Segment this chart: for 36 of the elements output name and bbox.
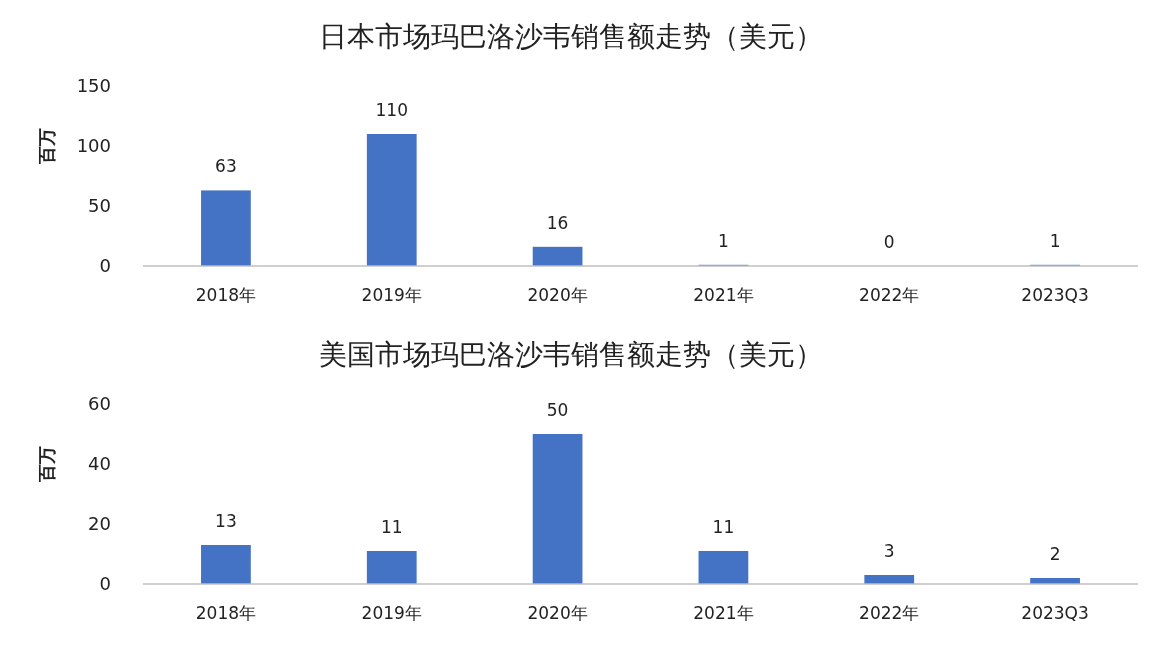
data-label: 1 <box>718 230 729 251</box>
x-tick-label: 2023Q3 <box>1021 285 1089 305</box>
data-label: 16 <box>546 212 569 233</box>
y-tick-label: 60 <box>88 393 111 415</box>
x-tick-label: 2022年 <box>859 285 920 305</box>
data-label: 2 <box>1049 544 1061 564</box>
y-tick-label: 40 <box>88 453 111 475</box>
data-label: 0 <box>883 232 895 252</box>
y-tick-label: 0 <box>99 255 111 277</box>
x-tick-label: 2021年 <box>693 603 754 623</box>
x-tick-label: 2018年 <box>195 603 257 623</box>
y-axis-title: 百万 <box>36 446 57 483</box>
data-label: 3 <box>883 541 895 561</box>
y-tick-label: 0 <box>99 573 111 595</box>
data-label: 50 <box>546 400 569 420</box>
data-label: 13 <box>215 511 237 531</box>
x-tick-label: 2019年 <box>361 603 422 623</box>
data-label: 11 <box>712 517 735 537</box>
data-label: 110 <box>375 100 408 120</box>
x-tick-label: 2019年 <box>361 285 422 305</box>
y-tick-label: 100 <box>76 135 111 157</box>
y-tick-label: 50 <box>88 195 111 217</box>
x-tick-label: 2018年 <box>195 285 257 305</box>
data-label: 63 <box>215 156 237 177</box>
chart-title: 日本市场玛巴洛沙韦销售额走势（美元） <box>318 20 823 53</box>
data-label: 11 <box>380 517 403 537</box>
data-label: 1 <box>1049 230 1061 251</box>
x-tick-label: 2020年 <box>527 603 588 623</box>
x-tick-label: 2021年 <box>693 285 754 305</box>
chart-title: 美国市场玛巴洛沙韦销售额走势（美元） <box>318 338 823 371</box>
y-tick-label: 20 <box>88 513 111 535</box>
y-tick-label: 150 <box>76 75 111 97</box>
x-tick-label: 2022年 <box>859 603 920 623</box>
y-axis-title: 百万 <box>36 128 57 165</box>
x-tick-label: 2023Q3 <box>1021 603 1089 623</box>
x-tick-label: 2020年 <box>527 285 588 305</box>
